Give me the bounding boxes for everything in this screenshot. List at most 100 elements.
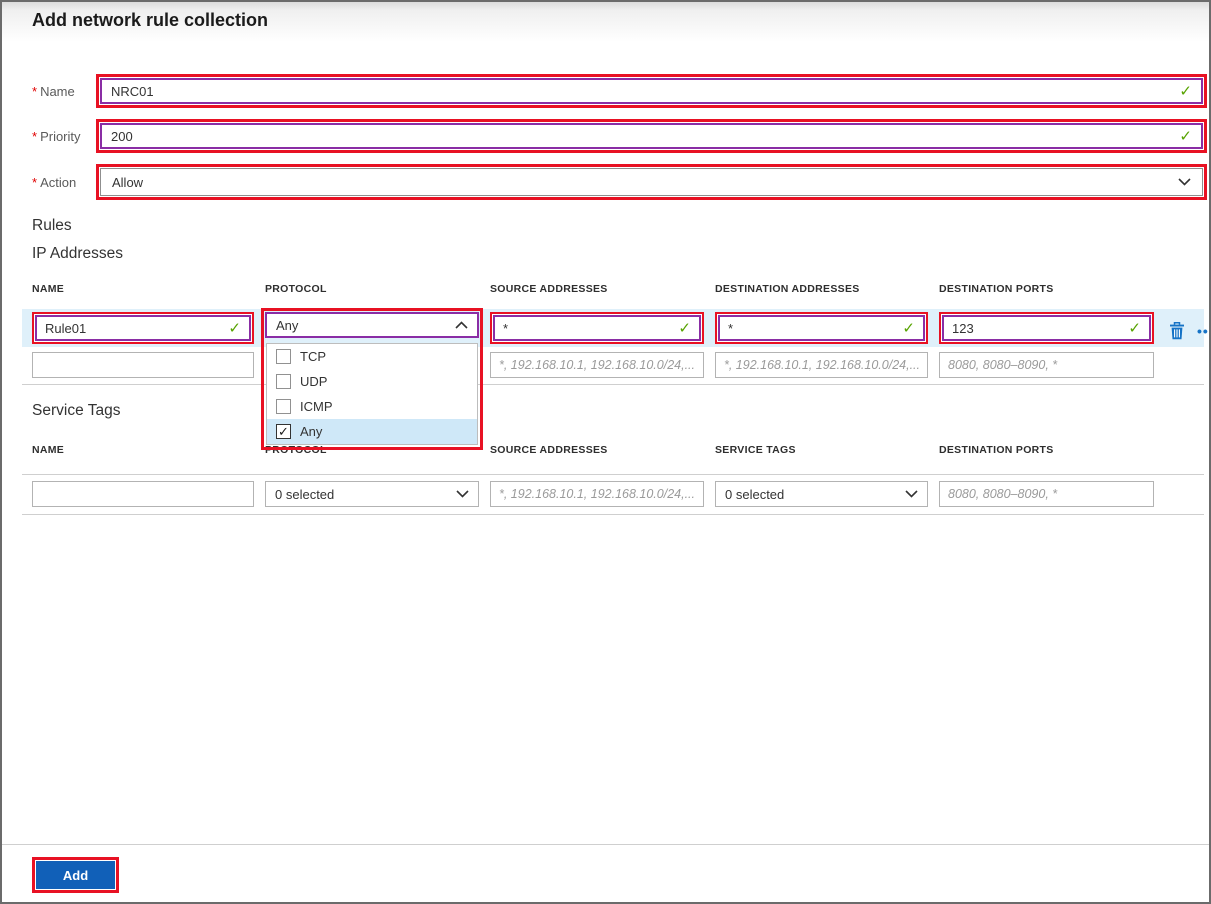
service-protocol-select[interactable]: 0 selected [265,481,479,507]
column-header-destination-addresses: DESTINATION ADDRESSES [715,283,860,295]
service-tags-table-header: NAME PROTOCOL SOURCE ADDRESSES SERVICE T… [32,444,1209,456]
ports-field-wrap: ✓ [942,315,1151,341]
rule-protocol-cell: Any TCP UDP [261,308,490,450]
collection-form: *Name ✓ *Priority ✓ *Action Allow [2,74,1209,200]
chevron-down-icon [456,490,469,498]
ip-rule-row-1: ✓ Any TCP [22,308,1209,450]
required-asterisk: * [32,128,38,144]
column-header-destination-ports: DESTINATION PORTS [939,444,1054,456]
rule-name-annotation-box: ✓ [32,312,254,344]
priority-input[interactable] [111,128,1180,144]
valid-check-icon: ✓ [1179,127,1192,145]
column-header-protocol: PROTOCOL [265,283,327,295]
action-annotation-box: Allow [96,164,1207,200]
protocol-dropdown-wrap: Any TCP UDP [261,308,483,450]
source-addresses-input[interactable] [503,320,679,336]
protocol-select[interactable]: Any [265,312,479,338]
service-tags-select[interactable]: 0 selected [715,481,928,507]
destination-field-wrap: ✓ [718,315,925,341]
destination-annotation-box: ✓ [715,312,928,344]
rule-destination-cell: ✓ [715,312,939,344]
new-rule-source-input[interactable] [490,352,704,378]
protocol-option-label: Any [300,424,323,439]
protocol-dropdown-panel: TCP UDP ICMP ✓ Any [266,343,478,445]
protocol-option-label: ICMP [300,399,333,414]
row-actions-cell: ••• [1165,312,1209,344]
column-header-protocol: PROTOCOL [265,444,327,456]
protocol-option-any[interactable]: ✓ Any [267,419,477,444]
checkbox-unchecked-icon[interactable] [276,349,291,364]
name-label-text: Name [40,83,75,99]
service-tags-select-value: 0 selected [725,486,785,502]
new-rule-ports-input[interactable] [939,352,1154,378]
chevron-down-icon [1178,178,1191,186]
destination-ports-input[interactable] [952,320,1129,336]
delete-rule-icon[interactable] [1169,321,1185,340]
chevron-down-icon [905,490,918,498]
rules-heading: Rules [32,217,72,234]
new-rule-name-input[interactable] [32,352,254,378]
protocol-option-icmp[interactable]: ICMP [267,394,477,419]
service-source-input[interactable] [490,481,704,507]
protocol-option-label: TCP [300,349,326,364]
action-select-value: Allow [112,174,144,190]
new-rule-destination-input[interactable] [715,352,928,378]
checkbox-unchecked-icon[interactable] [276,399,291,414]
service-tags-heading: Service Tags [32,402,121,419]
column-header-destination-ports: DESTINATION PORTS [939,283,1054,295]
service-rule-name-input[interactable] [32,481,254,507]
required-asterisk: * [32,83,38,99]
action-label: * Action [32,175,96,190]
add-button-annotation-box: Add [32,857,119,893]
protocol-option-label: UDP [300,374,328,389]
valid-check-icon: ✓ [902,319,915,337]
rule-name-field-wrap: ✓ [35,315,251,341]
action-form-row: * Action Allow [32,164,1207,200]
column-header-source-addresses: SOURCE ADDRESSES [490,283,608,295]
valid-check-icon: ✓ [1179,82,1192,100]
rule-ports-cell: ✓ [939,312,1165,344]
ip-rules-rows: ✓ Any TCP [22,308,1209,450]
priority-label-text: Priority [40,128,81,144]
name-input[interactable] [111,83,1180,99]
ip-addresses-heading: IP Addresses [32,245,124,262]
destination-addresses-input[interactable] [728,320,903,336]
add-button[interactable]: Add [36,861,115,889]
name-form-row: *Name ✓ [32,74,1207,108]
priority-label: * Priority [32,129,96,144]
service-tag-row-empty: 0 selected 0 selected [22,474,1204,515]
valid-check-icon: ✓ [228,319,241,337]
rule-name-cell: ✓ [32,312,265,344]
chevron-up-icon [455,321,468,329]
checkbox-checked-icon[interactable]: ✓ [276,424,291,439]
priority-field-wrap: ✓ [100,123,1203,149]
more-options-icon[interactable]: ••• [1197,322,1209,339]
page-title: Add network rule collection [32,10,269,30]
name-label: * Name [32,84,96,99]
priority-form-row: *Priority ✓ [32,119,1207,153]
column-header-source-addresses: SOURCE ADDRESSES [490,444,608,456]
name-field-wrap: ✓ [100,78,1203,104]
service-protocol-select-value: 0 selected [275,486,335,502]
column-header-name: NAME [32,444,65,456]
protocol-option-tcp[interactable]: TCP [267,344,477,369]
column-header-name: NAME [32,283,65,295]
rule-name-input[interactable] [45,320,229,336]
service-ports-input[interactable] [939,481,1154,507]
rule-source-cell: ✓ [490,312,715,344]
protocol-select-value: Any [276,317,299,333]
ip-rule-row-empty [22,347,1204,385]
valid-check-icon: ✓ [1128,319,1141,337]
priority-annotation-box: ✓ [96,119,1207,153]
checkbox-unchecked-icon[interactable] [276,374,291,389]
action-select[interactable]: Allow [100,168,1203,196]
column-header-service-tags: SERVICE TAGS [715,444,796,456]
protocol-option-udp[interactable]: UDP [267,369,477,394]
title-bar: Add network rule collection [2,2,1209,44]
action-label-text: Action [40,174,77,190]
ports-annotation-box: ✓ [939,312,1154,344]
source-annotation-box: ✓ [490,312,704,344]
footer-bar: Add [2,844,1209,902]
name-annotation-box: ✓ [96,74,1207,108]
